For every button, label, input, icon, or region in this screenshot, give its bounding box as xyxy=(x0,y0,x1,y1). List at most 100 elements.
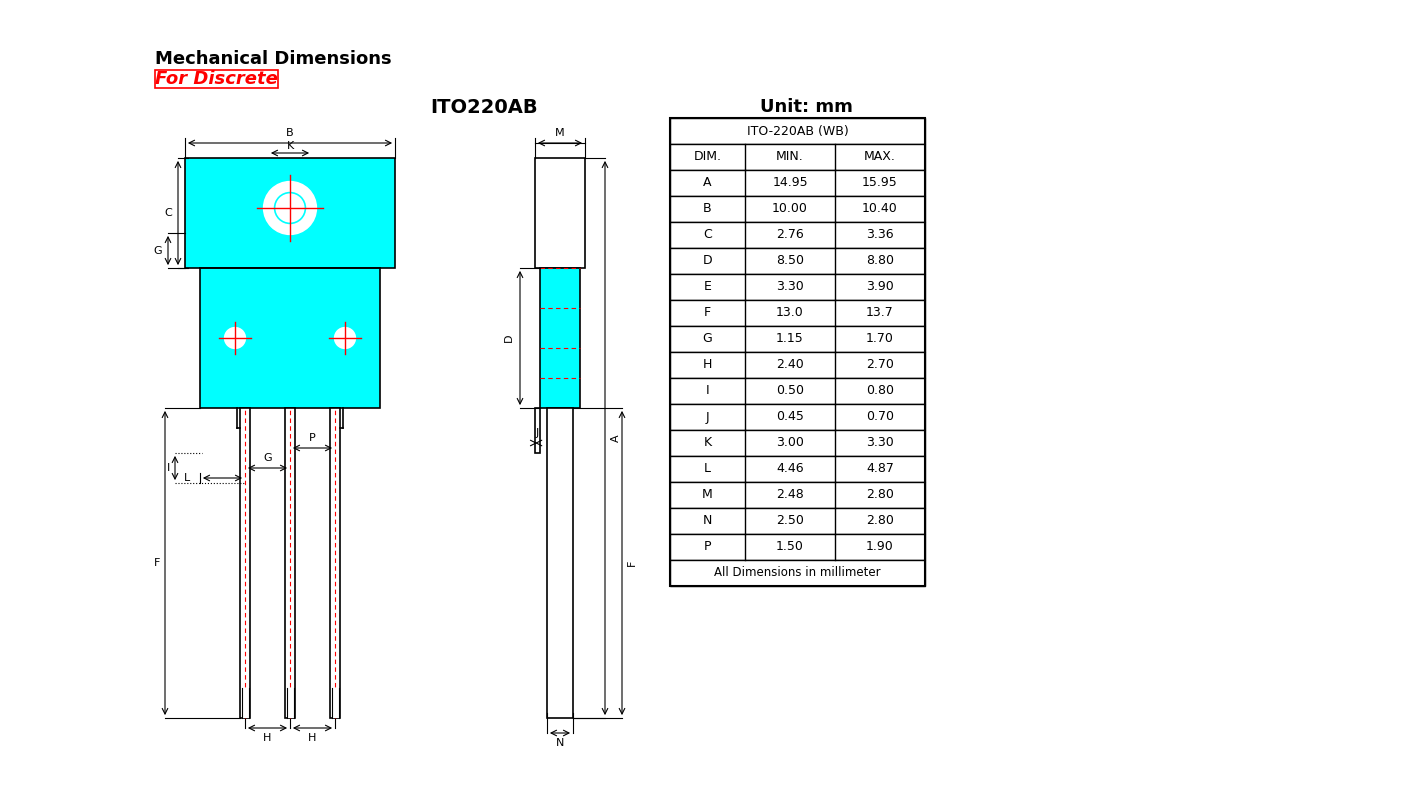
Bar xyxy=(547,408,574,718)
Text: P: P xyxy=(704,540,711,554)
Text: 2.50: 2.50 xyxy=(777,515,804,527)
Bar xyxy=(670,196,924,222)
Bar xyxy=(670,352,924,378)
Text: G: G xyxy=(264,453,273,463)
Bar xyxy=(200,268,381,408)
Text: Unit: mm: Unit: mm xyxy=(760,98,853,116)
Text: MIN.: MIN. xyxy=(777,151,804,164)
Text: ITO220AB: ITO220AB xyxy=(430,98,538,117)
Text: 13.0: 13.0 xyxy=(777,306,804,319)
Bar xyxy=(670,378,924,404)
Bar xyxy=(329,408,339,718)
Text: 3.90: 3.90 xyxy=(866,281,893,294)
Text: All Dimensions in millimeter: All Dimensions in millimeter xyxy=(714,567,880,579)
Bar xyxy=(670,118,924,586)
Text: 1.90: 1.90 xyxy=(866,540,893,554)
Text: H: H xyxy=(703,358,713,372)
Text: B: B xyxy=(287,128,294,138)
Bar xyxy=(670,404,924,430)
Bar xyxy=(670,222,924,248)
Bar xyxy=(331,688,338,718)
Text: 3.30: 3.30 xyxy=(866,437,893,449)
Text: 0.50: 0.50 xyxy=(775,385,804,397)
Bar xyxy=(670,482,924,508)
Text: B: B xyxy=(703,203,711,215)
Bar xyxy=(670,144,924,170)
Text: C: C xyxy=(703,228,711,242)
Text: 14.95: 14.95 xyxy=(772,176,808,189)
Text: 4.87: 4.87 xyxy=(866,463,895,476)
Text: 2.48: 2.48 xyxy=(777,488,804,501)
Text: H: H xyxy=(263,733,271,743)
Bar xyxy=(670,534,924,560)
Text: P: P xyxy=(308,433,315,443)
Bar xyxy=(540,268,579,408)
Text: I: I xyxy=(166,463,170,473)
Text: 13.7: 13.7 xyxy=(866,306,893,319)
Text: K: K xyxy=(287,141,294,151)
Bar xyxy=(287,688,294,718)
Bar xyxy=(240,408,250,718)
Text: 0.45: 0.45 xyxy=(777,410,804,424)
Text: D: D xyxy=(504,334,514,342)
Text: F: F xyxy=(628,560,638,567)
Text: F: F xyxy=(153,558,160,568)
Text: D: D xyxy=(703,255,713,267)
Bar xyxy=(670,274,924,300)
Bar xyxy=(670,430,924,456)
Text: L: L xyxy=(704,463,711,476)
Text: 2.40: 2.40 xyxy=(777,358,804,372)
Text: A: A xyxy=(611,434,621,442)
Text: 0.70: 0.70 xyxy=(866,410,895,424)
Text: 0.80: 0.80 xyxy=(866,385,895,397)
Text: H: H xyxy=(308,733,317,743)
Text: A: A xyxy=(703,176,711,189)
Text: 3.00: 3.00 xyxy=(777,437,804,449)
Text: K: K xyxy=(703,437,711,449)
Text: C: C xyxy=(165,208,172,218)
Text: 10.00: 10.00 xyxy=(772,203,808,215)
Bar xyxy=(535,158,585,268)
Circle shape xyxy=(334,326,356,350)
Bar xyxy=(670,508,924,534)
Text: 2.70: 2.70 xyxy=(866,358,895,372)
Text: 1.70: 1.70 xyxy=(866,333,895,346)
Text: N: N xyxy=(703,515,713,527)
Text: ITO-220AB (WB): ITO-220AB (WB) xyxy=(747,124,848,137)
Text: DIM.: DIM. xyxy=(693,151,721,164)
Bar xyxy=(670,300,924,326)
Text: 10.40: 10.40 xyxy=(862,203,897,215)
Text: 8.80: 8.80 xyxy=(866,255,895,267)
Text: E: E xyxy=(703,281,711,294)
Text: 4.46: 4.46 xyxy=(777,463,804,476)
Text: L: L xyxy=(183,473,190,483)
Bar xyxy=(670,118,924,144)
Text: For Discrete: For Discrete xyxy=(155,70,278,88)
Bar xyxy=(670,248,924,274)
Text: 3.30: 3.30 xyxy=(777,281,804,294)
Bar xyxy=(535,408,540,453)
Bar xyxy=(670,326,924,352)
Text: I: I xyxy=(706,385,710,397)
Text: M: M xyxy=(555,128,565,138)
Circle shape xyxy=(263,180,318,236)
Bar xyxy=(241,688,248,718)
Bar xyxy=(670,560,924,586)
Bar xyxy=(670,170,924,196)
Bar xyxy=(285,408,295,718)
Text: 2.76: 2.76 xyxy=(777,228,804,242)
Text: 1.50: 1.50 xyxy=(777,540,804,554)
Text: MAX.: MAX. xyxy=(863,151,896,164)
Text: 2.80: 2.80 xyxy=(866,488,895,501)
Text: F: F xyxy=(704,306,711,319)
Text: 1.15: 1.15 xyxy=(777,333,804,346)
Circle shape xyxy=(223,326,247,350)
Text: M: M xyxy=(701,488,713,501)
Text: 15.95: 15.95 xyxy=(862,176,897,189)
Text: G: G xyxy=(153,246,162,256)
Bar xyxy=(185,158,395,268)
Text: J: J xyxy=(706,410,710,424)
Bar xyxy=(670,456,924,482)
Text: Mechanical Dimensions: Mechanical Dimensions xyxy=(155,50,392,68)
Text: N: N xyxy=(555,738,564,748)
